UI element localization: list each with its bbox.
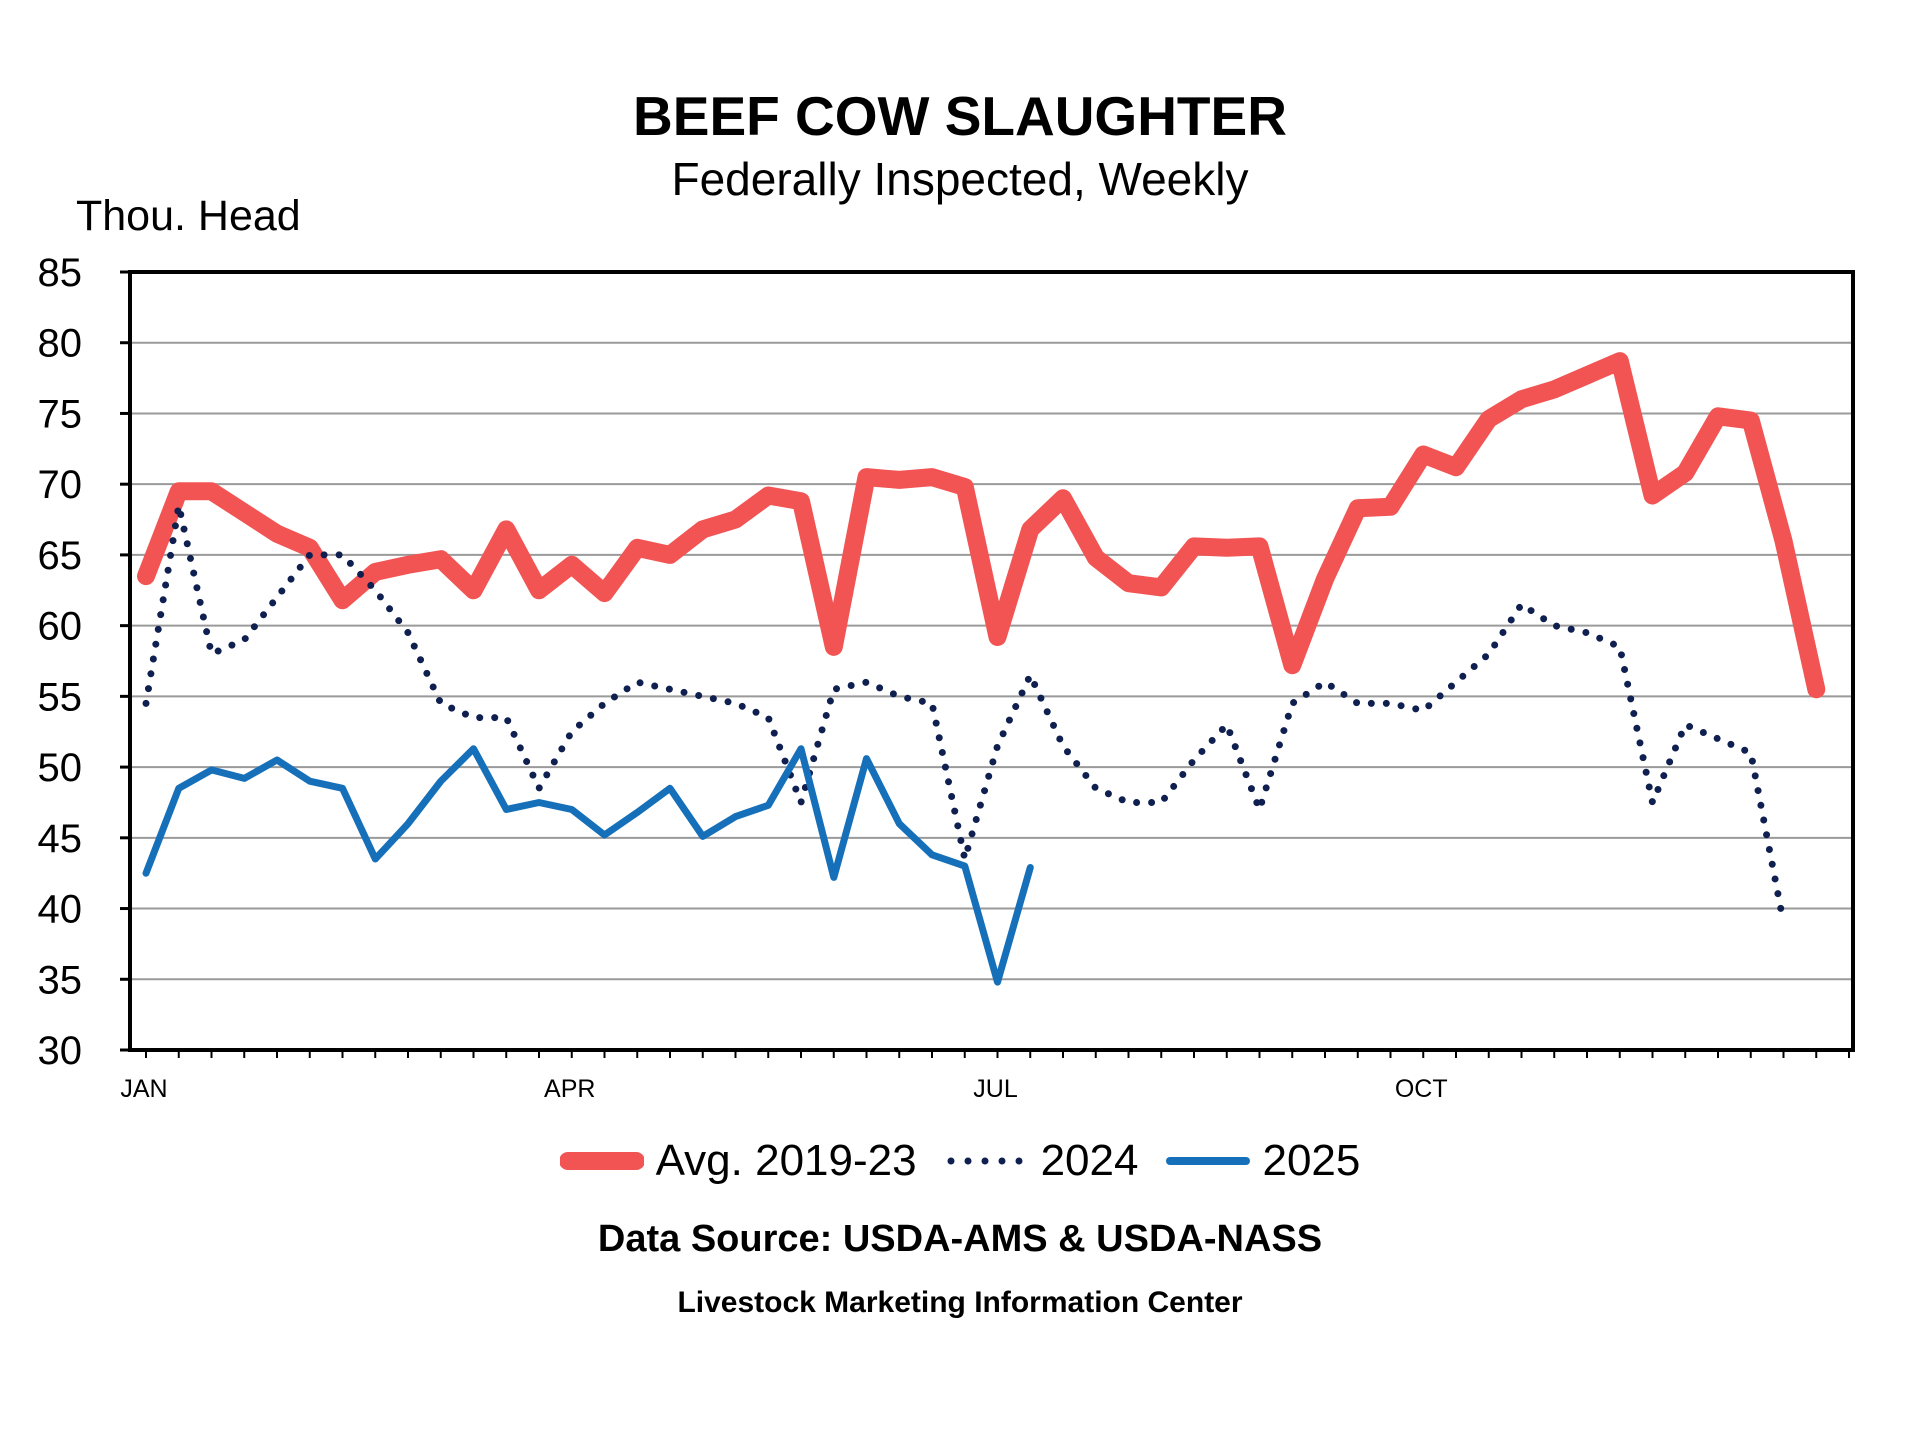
y-tick-label: 35 bbox=[38, 958, 83, 1002]
organization-credit: Livestock Marketing Information Center bbox=[677, 1286, 1243, 1319]
plot-frame bbox=[128, 270, 1855, 1052]
y-tick-label: 60 bbox=[38, 605, 83, 649]
y-tick-label: 45 bbox=[38, 817, 83, 861]
x-tick-label: OCT bbox=[1395, 1075, 1448, 1103]
y-tick-label: 50 bbox=[38, 746, 83, 790]
x-tick-label: JUL bbox=[973, 1075, 1018, 1103]
x-tick-label: JAN bbox=[120, 1075, 167, 1103]
legend-item-2024: 2024 bbox=[945, 1136, 1139, 1186]
data-source-note: Data Source: USDA-AMS & USDA-NASS bbox=[597, 1218, 1323, 1260]
series-line-avg-2019-23 bbox=[137, 352, 1826, 699]
legend-swatch-avg bbox=[559, 1152, 644, 1170]
legend: Avg. 2019-23 2024 2025 bbox=[0, 1128, 1920, 1194]
chart-subtitle: Federally Inspected, Weekly bbox=[671, 153, 1249, 205]
legend-swatch-2024 bbox=[947, 1157, 1029, 1165]
y-tick-label: 80 bbox=[38, 322, 83, 366]
series-line-2024 bbox=[142, 501, 1787, 927]
legend-label-2025: 2025 bbox=[1262, 1136, 1361, 1185]
legend-label-avg: Avg. 2019-23 bbox=[655, 1136, 917, 1185]
gridlines bbox=[130, 341, 1853, 981]
legend-label-2024: 2024 bbox=[1040, 1136, 1139, 1185]
series-lines bbox=[137, 352, 1826, 986]
x-axis-ticks: JAN APR JUL OCT bbox=[120, 1050, 1850, 1103]
y-tick-label: 30 bbox=[38, 1029, 83, 1073]
y-tick-label: 75 bbox=[38, 392, 83, 436]
y-axis-ticks: 30 35 40 45 50 55 60 65 70 75 80 85 bbox=[38, 251, 130, 1073]
y-tick-label: 40 bbox=[38, 888, 83, 932]
x-tick-label: APR bbox=[544, 1075, 595, 1103]
y-axis-label: Thou. Head bbox=[76, 192, 301, 240]
line-chart: 30 35 40 45 50 55 60 65 70 75 80 85 JAN APR JUL OCT bbox=[38, 251, 1855, 1103]
y-tick-label: 85 bbox=[38, 251, 83, 295]
legend-item-avg: Avg. 2019-23 bbox=[559, 1136, 917, 1186]
legend-item-2025: 2025 bbox=[1166, 1136, 1360, 1186]
y-tick-label: 65 bbox=[38, 534, 83, 578]
legend-swatch-2025 bbox=[1166, 1157, 1251, 1165]
y-tick-label: 70 bbox=[38, 463, 83, 507]
chart-title: BEEF COW SLAUGHTER bbox=[633, 85, 1287, 147]
y-tick-label: 55 bbox=[38, 675, 83, 719]
series-line-2025 bbox=[142, 745, 1034, 986]
